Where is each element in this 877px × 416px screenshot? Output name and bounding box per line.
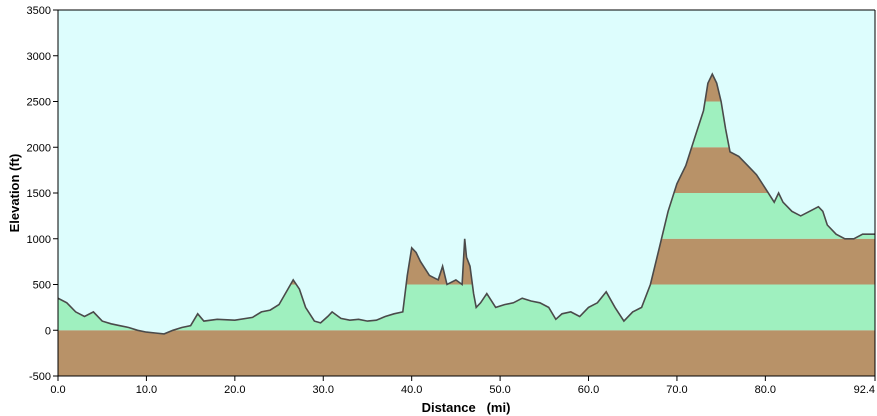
y-tick-label: 2000 (27, 142, 51, 154)
x-tick-label: 0.0 (50, 384, 65, 396)
x-tick-label: 50.0 (489, 384, 510, 396)
elevation-band (58, 330, 875, 376)
y-tick-label: 3000 (27, 51, 51, 63)
x-tick-label: 92.4 (854, 384, 875, 396)
x-tick-label: 30.0 (313, 384, 334, 396)
y-tick-label: 1500 (27, 188, 51, 200)
y-tick-label: 3500 (27, 5, 51, 17)
y-axis-ticks: 3500 3000 2500 2000 1500 1000 500 0 -500 (27, 5, 58, 383)
y-tick-label: 1000 (27, 234, 51, 246)
x-axis-ticks: 0.0 10.0 20.0 30.0 40.0 50.0 60.0 70.0 80.0 92.4 (50, 376, 876, 396)
y-tick-label: 2500 (27, 97, 51, 109)
y-tick-label: -500 (29, 371, 51, 383)
x-tick-label: 20.0 (224, 384, 245, 396)
x-tick-label: 40.0 (401, 384, 422, 396)
x-tick-label: 60.0 (578, 384, 599, 396)
x-tick-label: 80.0 (755, 384, 776, 396)
x-tick-label: 70.0 (666, 384, 687, 396)
sky-above-profile (58, 10, 875, 334)
y-tick-label: 500 (33, 280, 51, 292)
x-axis-title: Distance (mi) (422, 400, 511, 415)
elevation-profile-line (58, 72, 875, 335)
y-axis-title: Elevation (ft) (7, 154, 22, 233)
y-tick-label: 0 (45, 325, 51, 337)
x-tick-label: 10.0 (136, 384, 157, 396)
